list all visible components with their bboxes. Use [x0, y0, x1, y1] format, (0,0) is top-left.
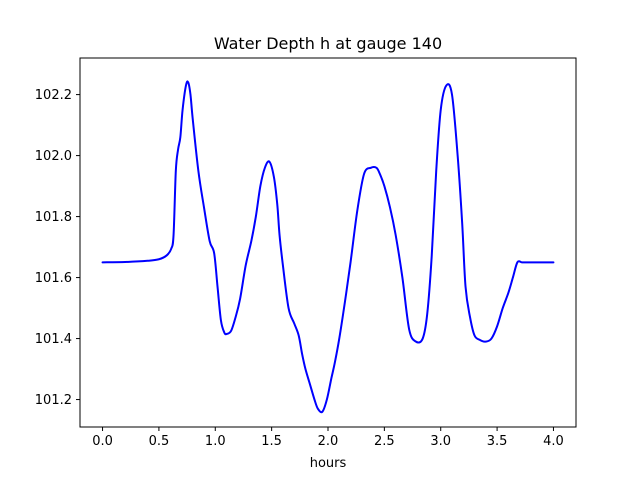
- series-line-0: [101, 80, 555, 414]
- x-tick-label: 0.5: [149, 434, 170, 449]
- x-axis-label: hours: [310, 456, 347, 471]
- x-tick-label: 3.5: [487, 434, 508, 449]
- x-tick-label: 4.0: [543, 434, 564, 449]
- y-tick-label: 102.2: [35, 88, 72, 103]
- x-tick-label: 1.0: [205, 434, 226, 449]
- x-tick-label: 1.5: [261, 434, 282, 449]
- y-tick-label: 102.0: [35, 149, 72, 164]
- y-tick-label: 101.4: [35, 332, 72, 347]
- x-tick-label: 3.0: [430, 434, 451, 449]
- x-axis: 0.0 0.5 1.0 1.5 2.0 2.5 3.0 3.5 4.0: [92, 427, 564, 449]
- x-tick-label: 0.0: [92, 434, 113, 449]
- x-tick-label: 2.5: [374, 434, 395, 449]
- y-tick-label: 101.2: [35, 393, 72, 408]
- y-axis: 101.2 101.4 101.6 101.8 102.0 102.2: [35, 88, 80, 408]
- plot-area: [101, 80, 555, 414]
- chart-title: Water Depth h at gauge 140: [214, 34, 442, 53]
- x-tick-label: 2.0: [318, 434, 339, 449]
- y-tick-label: 101.8: [35, 210, 72, 225]
- y-tick-label: 101.6: [35, 271, 72, 286]
